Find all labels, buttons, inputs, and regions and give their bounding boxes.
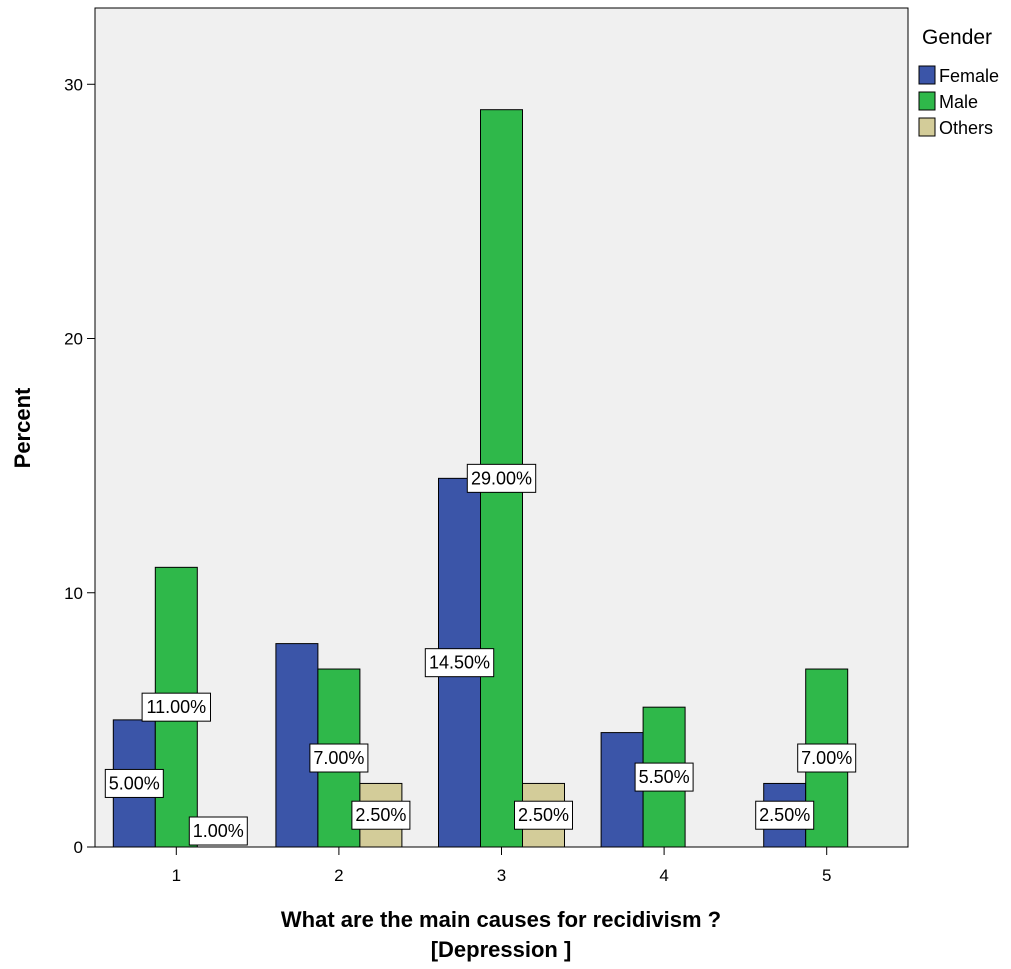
legend-label: Others xyxy=(939,118,993,138)
data-label-text: 2.50% xyxy=(759,805,810,825)
legend-item-female: Female xyxy=(918,65,999,86)
y-axis-title: Percent xyxy=(10,387,35,468)
data-label-text: 11.00% xyxy=(146,697,206,717)
x-tick-label: 2 xyxy=(334,866,343,885)
y-tick-label: 0 xyxy=(74,838,83,857)
data-label-box xyxy=(141,692,212,722)
data-label-text: 2.50% xyxy=(355,805,406,825)
data-label-box xyxy=(797,743,857,773)
data-label-box xyxy=(514,800,573,830)
x-axis: 1 2 3 4 5 xyxy=(172,847,831,885)
legend-item-others: Others xyxy=(918,117,993,138)
data-label-text: 7.00% xyxy=(801,748,852,768)
x-tick-label: 4 xyxy=(659,866,668,885)
y-tick-label: 30 xyxy=(64,75,83,94)
legend-title: Gender xyxy=(922,26,992,49)
data-label-text: 2.50% xyxy=(518,805,569,825)
data-label-text: 7.00% xyxy=(313,748,364,768)
data-label-male-5: 7.00% xyxy=(797,743,857,773)
data-label-male-1: 11.00% xyxy=(141,692,212,722)
x-axis-title-line2: [Depression ] xyxy=(431,937,572,962)
data-label-text: 5.50% xyxy=(639,767,690,787)
data-label-box xyxy=(351,800,411,830)
data-label-box xyxy=(309,743,369,773)
data-label-female-3: 14.50% xyxy=(424,648,495,678)
legend-item-male: Male xyxy=(918,91,978,112)
y-tick-label: 10 xyxy=(64,584,83,603)
legend-label: Female xyxy=(939,66,999,86)
data-label-female-1: 5.00% xyxy=(104,768,164,798)
data-label-male-3: 29.00% xyxy=(466,463,537,493)
data-label-box xyxy=(424,648,495,678)
legend-label: Male xyxy=(939,92,978,112)
legend-swatch xyxy=(918,91,936,111)
legend-swatch xyxy=(918,65,936,85)
x-tick-label: 1 xyxy=(172,866,181,885)
data-label-male-2: 7.00% xyxy=(309,743,369,773)
x-tick-label: 3 xyxy=(497,866,506,885)
data-label-others-3: 2.50% xyxy=(514,800,573,830)
data-label-box xyxy=(634,762,694,792)
y-tick-label: 20 xyxy=(64,330,83,349)
legend-swatch xyxy=(918,117,936,137)
x-tick-label: 5 xyxy=(822,866,831,885)
data-label-male-4: 5.50% xyxy=(634,762,694,792)
data-label-text: 14.50% xyxy=(429,653,490,673)
data-label-box xyxy=(466,463,537,493)
data-label-others-2: 2.50% xyxy=(351,800,411,830)
data-labels-layer: 5.00% 14.50% 2.50% 11.00% 7.00% 29.00% 5.50% 7.… xyxy=(104,463,857,846)
data-label-box xyxy=(188,816,248,846)
data-label-text: 1.00% xyxy=(193,821,244,841)
data-label-female-5: 2.50% xyxy=(755,800,815,830)
data-label-box xyxy=(755,800,815,830)
x-axis-title: What are the main causes for recidivism … xyxy=(281,907,721,932)
y-axis: 0 10 20 30 xyxy=(64,75,95,857)
data-label-box xyxy=(104,768,164,798)
legend: Gender Female Male Others xyxy=(918,26,999,138)
data-label-text: 29.00% xyxy=(471,468,532,488)
data-label-others-1: 1.00% xyxy=(188,816,248,846)
data-label-text: 5.00% xyxy=(109,773,160,793)
